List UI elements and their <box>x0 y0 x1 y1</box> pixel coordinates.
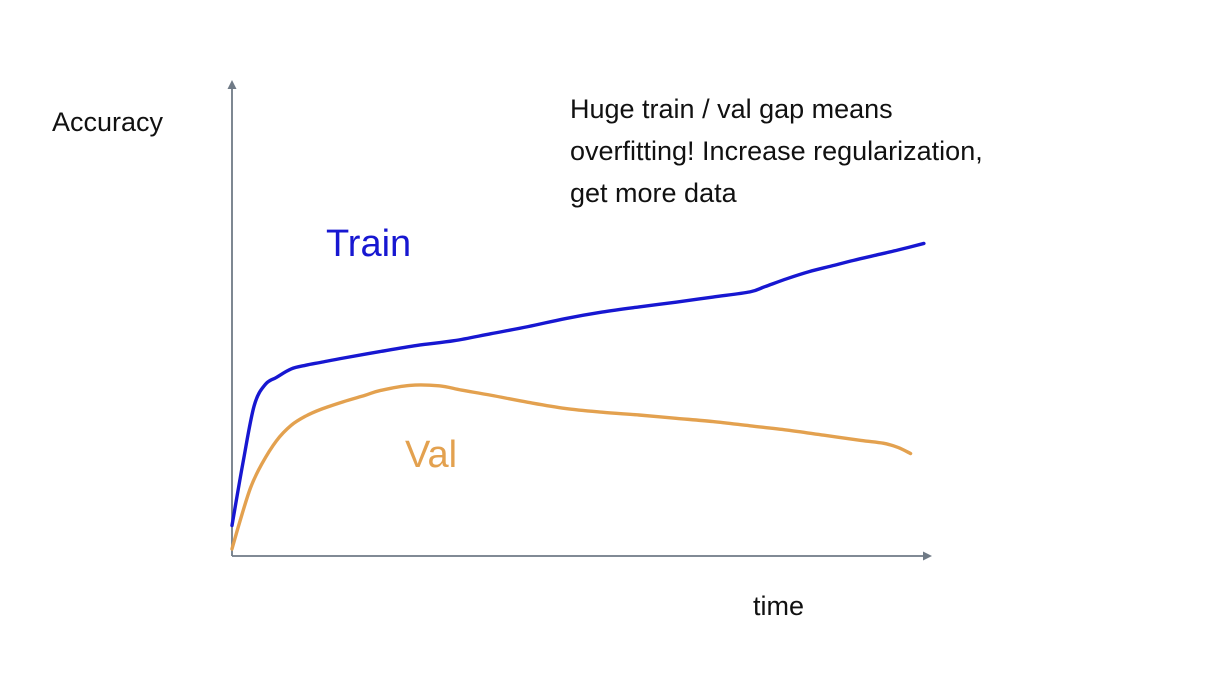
y-axis-arrowhead <box>227 80 237 89</box>
chart-text: Accuracy time Huge train / val gap means ov… <box>52 94 983 621</box>
y-axis-label: Accuracy <box>52 107 164 137</box>
series-lines <box>230 241 926 551</box>
series-line-val <box>230 383 913 551</box>
x-axis-label: time <box>753 591 804 621</box>
series-label-val: Val <box>405 434 457 476</box>
series-label-train: Train <box>326 223 411 265</box>
annotation-line: get more data <box>570 178 738 208</box>
annotation-line: overfitting! Increase regularization, <box>570 136 983 166</box>
x-axis-arrowhead <box>923 551 932 561</box>
axes <box>227 80 932 561</box>
series-labels: Train Val <box>326 223 457 476</box>
annotation-line: Huge train / val gap means <box>570 94 893 124</box>
annotation: Huge train / val gap means overfitting! I… <box>570 94 983 208</box>
series-line-train <box>230 241 926 528</box>
